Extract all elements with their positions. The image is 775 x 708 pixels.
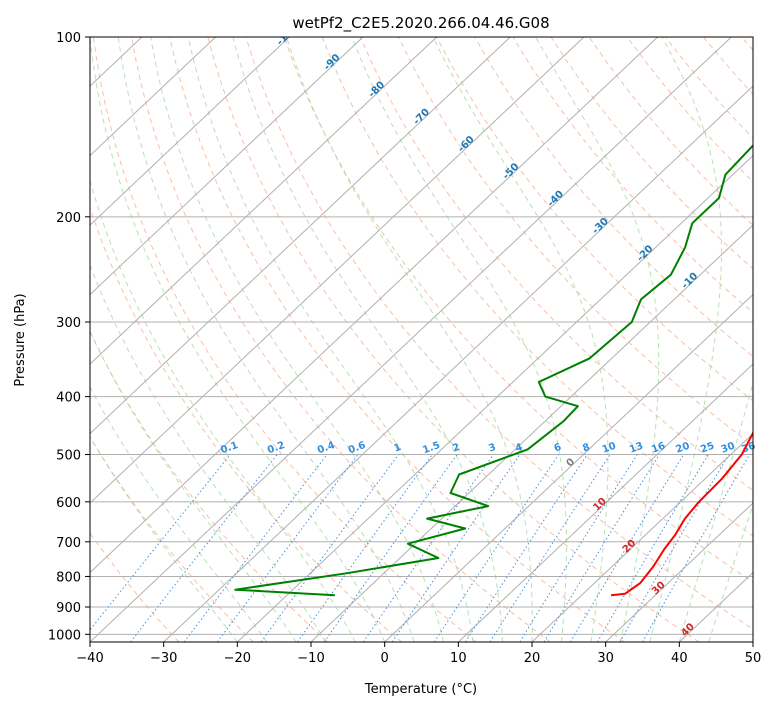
dry-adiabat: [398, 37, 753, 446]
isotherm-line: [457, 363, 753, 642]
y-axis-label: Pressure (hPa): [13, 293, 28, 386]
moist-adiabat: [649, 37, 722, 642]
profile-series: [234, 144, 753, 597]
mixing-ratio-label: 2: [451, 442, 461, 455]
background-lines: [90, 37, 753, 642]
dry-adiabat: [359, 37, 753, 492]
mixing-ratio-label: 8: [581, 442, 591, 455]
dry-adiabat: [169, 37, 625, 642]
x-tick-label: −30: [150, 651, 177, 666]
isotherm-line: [90, 37, 364, 296]
mixing-ratio-label: 10: [601, 441, 618, 456]
x-tick-label: 10: [450, 651, 467, 666]
isotherm-line: [90, 37, 732, 642]
y-axis-ticks: 100 200 300 400 500 600 700 800 900 1000: [48, 31, 90, 643]
mixing-ratio-line: [489, 454, 611, 642]
y-tick-label: 1000: [48, 628, 81, 643]
dry-adiabat: [92, 37, 477, 642]
moist-adiabat: [90, 37, 386, 642]
x-tick-label: 50: [745, 651, 762, 666]
x-axis-label: Temperature (°C): [364, 682, 477, 697]
isotherm-line: [605, 502, 753, 642]
y-tick-label: 500: [56, 449, 81, 464]
x-tick-label: −40: [76, 651, 103, 666]
moist-adiabat: [90, 263, 327, 642]
dry-adiabat: [245, 37, 753, 630]
y-tick-label: 600: [56, 496, 81, 511]
plot-frame: [89, 36, 754, 643]
y-tick-label: 900: [56, 601, 81, 616]
isotherm-line: [90, 37, 658, 574]
mixing-ratio-line: [391, 454, 521, 642]
isotherm-line: [90, 37, 511, 435]
dry-adiabat: [90, 435, 254, 642]
x-axis-ticks: −40 −30 −20 −10 0 10 20 30 40 50: [76, 642, 761, 666]
mixing-ratio-line: [216, 454, 359, 642]
mixing-ratio-line: [130, 454, 278, 642]
mixing-ratio-line: [596, 454, 709, 642]
mixing-ratio-label: 3: [487, 442, 497, 455]
dry-adiabat: [90, 532, 180, 642]
mixing-ratio-line: [297, 454, 433, 642]
x-tick-label: 20: [524, 651, 541, 666]
moist-adiabat: [90, 178, 356, 642]
x-tick-label: 40: [671, 651, 688, 666]
moist-adiabat: [351, 37, 567, 642]
mixing-ratio-line: [433, 454, 560, 642]
y-tick-label: 200: [56, 211, 81, 226]
mixing-ratio-label: 20: [674, 441, 691, 456]
dry-adiabat: [512, 37, 753, 314]
mixing-ratio-line: [642, 454, 751, 642]
mixing-ratio-label: 13: [628, 441, 645, 456]
isotherm-line: [236, 154, 753, 642]
x-tick-label: −20: [224, 651, 251, 666]
moist-adiabat: [117, 37, 415, 642]
isotherm-line: [384, 293, 753, 642]
dry-adiabat: [207, 37, 700, 642]
dewpoint-profile-line: [234, 144, 753, 597]
y-tick-label: 700: [56, 536, 81, 551]
isotherm-line: [163, 85, 753, 642]
isotherm-line: [90, 37, 585, 504]
mixing-ratio-line: [183, 454, 328, 642]
plot-area: [90, 37, 753, 642]
mixing-ratio-label: 6: [553, 442, 563, 455]
mixing-ratio-line: [260, 454, 399, 642]
isotherm-line: [90, 37, 216, 157]
mixing-ratio-label: 25: [699, 441, 716, 456]
y-tick-label: 300: [56, 316, 81, 331]
moist-adiabat: [678, 381, 753, 642]
isotherm-label: -100: [275, 22, 301, 48]
isotherm-line: [90, 37, 290, 226]
x-tick-label: 30: [597, 651, 614, 666]
mixing-ratio-label: 4: [514, 442, 524, 455]
y-tick-label: 100: [56, 31, 81, 46]
mixing-ratio-line: [619, 454, 730, 642]
x-tick-label: −10: [297, 651, 324, 666]
dry-adiabat: [131, 37, 551, 642]
isotherm-line: [531, 432, 753, 642]
mixing-ratio-line: [464, 454, 588, 642]
moist-adiabat: [432, 37, 609, 642]
y-tick-label: 800: [56, 570, 81, 585]
dry-adiabat: [90, 205, 403, 642]
moist-adiabat: [285, 37, 533, 642]
isotherm-line: [90, 37, 437, 365]
dry-adiabat: [436, 37, 753, 402]
mixing-ratio-label: 16: [650, 441, 667, 456]
mixing-ratio-line: [323, 454, 458, 642]
y-tick-label: 400: [56, 391, 81, 406]
temperature-profile-line: [610, 430, 753, 597]
mixing-ratio-label: 30: [720, 441, 737, 456]
moist-adiabat: [187, 37, 474, 642]
dry-adiabat: [283, 37, 753, 583]
mixing-ratio-label: 1: [392, 442, 402, 455]
mixing-ratio-line: [569, 454, 685, 642]
x-tick-label: 0: [381, 651, 389, 666]
chart-title: wetPf2_C2E5.2020.266.04.46.G08: [292, 14, 549, 33]
